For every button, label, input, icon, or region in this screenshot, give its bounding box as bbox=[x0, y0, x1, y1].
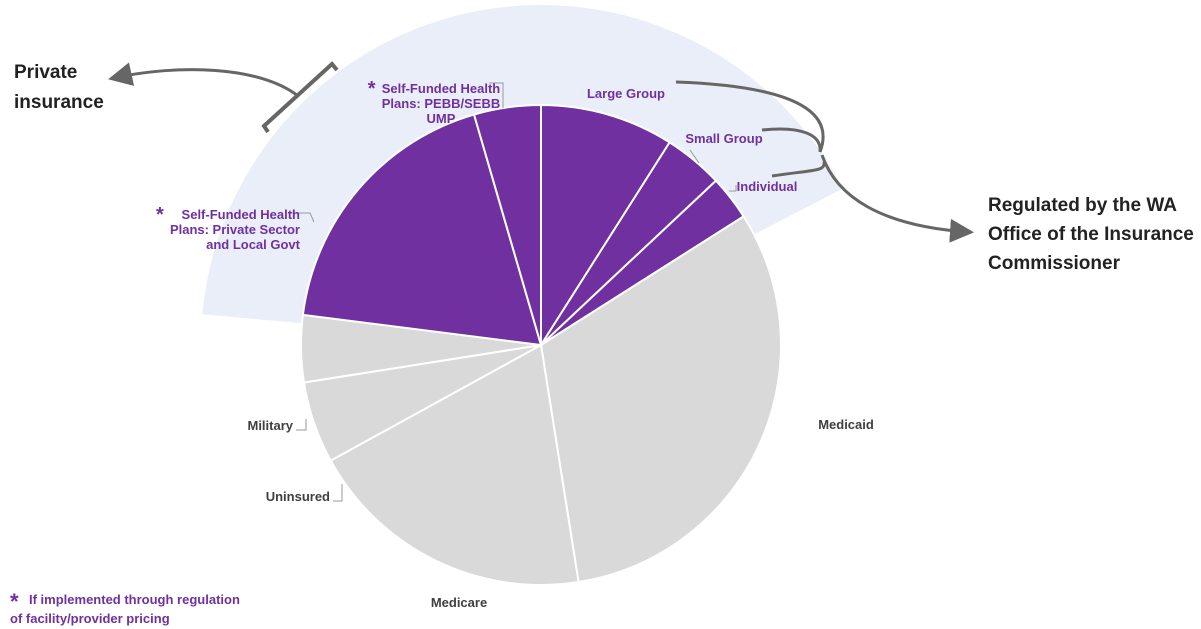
svg-text:Uninsured: Uninsured bbox=[266, 489, 330, 504]
small-group-bracket bbox=[761, 127, 822, 153]
individual-bracket bbox=[771, 161, 826, 178]
label-uninsured: Uninsured bbox=[266, 489, 330, 504]
slice-labels: Large Group Small Group Individual Medicaid… bbox=[156, 78, 874, 610]
leader-line bbox=[288, 212, 315, 223]
label-individual: Individual bbox=[737, 179, 798, 194]
slice-self-funded-health-plans-private-sector-and-local-govt bbox=[301, 113, 543, 347]
leader-line bbox=[296, 419, 307, 431]
regulated-arrow bbox=[820, 154, 974, 243]
leader-line bbox=[489, 82, 504, 108]
leader-line bbox=[333, 484, 343, 502]
footnote: If implemented through regulation of faci… bbox=[10, 592, 240, 626]
asterisk-icon: * bbox=[156, 204, 164, 226]
leader-line bbox=[689, 149, 700, 164]
label-small-group: Small Group bbox=[685, 131, 762, 146]
annotations: Private insurance Regulated by the WA Offic… bbox=[10, 62, 1194, 626]
svg-text:Individual: Individual bbox=[737, 179, 798, 194]
label-medicare: Medicare bbox=[431, 595, 487, 610]
slice-medicare bbox=[329, 343, 580, 586]
leader-line bbox=[729, 185, 737, 192]
slice-medicaid bbox=[539, 215, 782, 584]
private-insurance-label: Private insurance bbox=[14, 62, 104, 113]
private-arrow bbox=[108, 62, 299, 98]
callout-arrows bbox=[108, 61, 974, 243]
label-self-funded-health-plans-private-sector-and-local-govt: Self-Funded Health Plans: Private Sector a… bbox=[156, 204, 301, 252]
label-military: Military bbox=[247, 418, 293, 433]
label-large-group: Large Group bbox=[587, 86, 665, 101]
svg-text:Military: Military bbox=[247, 418, 293, 433]
regulated-by-oic-label: Regulated by the WA Office of the Insuran… bbox=[988, 195, 1194, 274]
svg-text:Medicaid: Medicaid bbox=[818, 417, 874, 432]
label-medicaid: Medicaid bbox=[818, 417, 874, 432]
asterisk-icon: * bbox=[10, 589, 19, 614]
svg-text:Small Group: Small Group bbox=[685, 131, 762, 146]
pie-slices bbox=[300, 103, 782, 586]
svg-text:Large Group: Large Group bbox=[587, 86, 665, 101]
slice-large-group bbox=[540, 103, 671, 349]
slice-self-funded-health-plans-pebb-sebb-ump bbox=[472, 103, 542, 346]
label-leader-lines bbox=[288, 82, 737, 502]
svg-text:Medicare: Medicare bbox=[431, 595, 487, 610]
asterisk-icon: * bbox=[368, 78, 376, 100]
label-self-funded-health-plans-pebb-sebb-ump: Self-Funded Health Plans: PEBB/SEBB UMP * bbox=[368, 78, 501, 126]
large-group-bracket bbox=[675, 80, 825, 153]
